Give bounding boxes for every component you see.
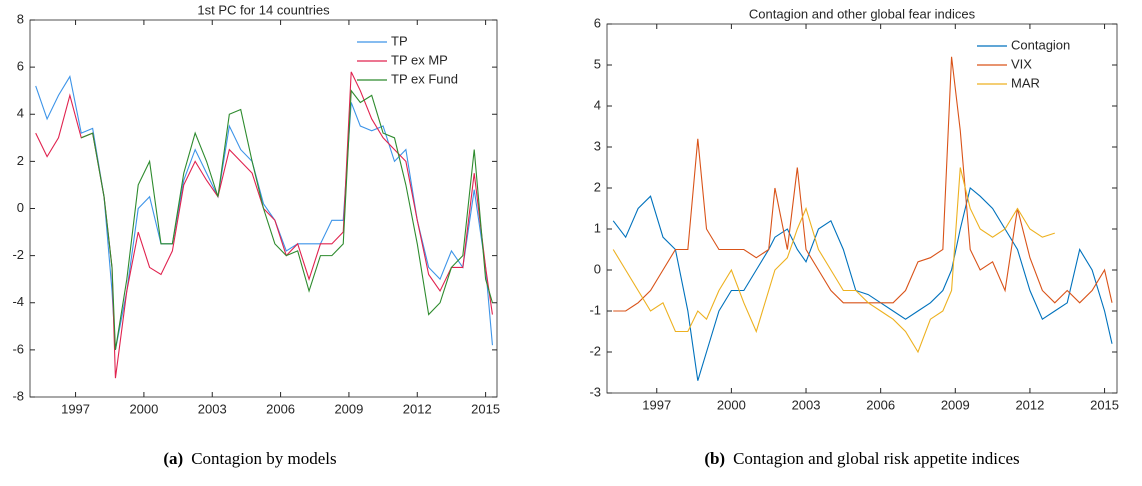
caption-text: Contagion by models (191, 449, 336, 468)
y-tick-label: -1 (589, 302, 601, 317)
series-line (612, 167, 1055, 354)
x-tick-label: 2003 (792, 397, 821, 412)
y-tick-label: -3 (589, 384, 601, 399)
x-tick-label: 2009 (334, 401, 363, 416)
series-line (81, 89, 493, 350)
y-tick-label: 8 (17, 11, 24, 26)
caption-label: (b) (704, 449, 725, 468)
chart-title: Contagion and other global fear indices (749, 6, 976, 21)
y-tick-label: -2 (12, 247, 24, 262)
caption: (b) Contagion and global risk appetite in… (704, 449, 1019, 468)
x-tick-label: 2009 (941, 397, 970, 412)
x-tick-label: 1997 (61, 401, 90, 416)
x-tick-label: 2000 (129, 401, 158, 416)
y-tick-label: 2 (17, 153, 24, 168)
x-tick-label: 2006 (866, 397, 895, 412)
y-tick-label: 0 (594, 261, 601, 276)
y-tick-label: 6 (594, 15, 601, 30)
legend-label: TP (391, 33, 408, 48)
series-line (612, 187, 1113, 381)
y-tick-label: -4 (12, 294, 24, 309)
y-tick-label: -6 (12, 341, 24, 356)
plot-area (606, 23, 1118, 394)
x-tick-label: 2015 (1090, 397, 1119, 412)
legend-label: TP ex Fund (391, 71, 458, 86)
x-tick-label: 2015 (471, 401, 500, 416)
x-tick-label: 2012 (1015, 397, 1044, 412)
y-tick-label: 0 (17, 200, 24, 215)
caption-label: (a) (163, 449, 183, 468)
legend-label: Contagion (1011, 37, 1070, 52)
x-tick-label: 2012 (403, 401, 432, 416)
legend-label: VIX (1011, 56, 1032, 71)
x-tick-label: 1997 (642, 397, 671, 412)
caption-text: Contagion and global risk appetite indic… (733, 449, 1020, 468)
y-tick-label: 2 (594, 179, 601, 194)
y-tick-label: 4 (594, 97, 601, 112)
y-tick-label: 4 (17, 106, 24, 121)
y-tick-label: 5 (594, 56, 601, 71)
chart-title: 1st PC for 14 countries (197, 2, 330, 17)
y-tick-label: -2 (589, 343, 601, 358)
y-tick-label: 3 (594, 138, 601, 153)
legend-label: MAR (1011, 75, 1040, 90)
y-tick-label: 6 (17, 59, 24, 74)
x-tick-label: 2006 (266, 401, 295, 416)
caption: (a) Contagion by models (163, 449, 336, 468)
x-tick-label: 2003 (198, 401, 227, 416)
legend-label: TP ex MP (391, 52, 448, 67)
x-tick-label: 2000 (717, 397, 746, 412)
series-line (613, 56, 1113, 312)
y-tick-label: -8 (12, 388, 24, 403)
y-tick-label: 1 (594, 220, 601, 235)
